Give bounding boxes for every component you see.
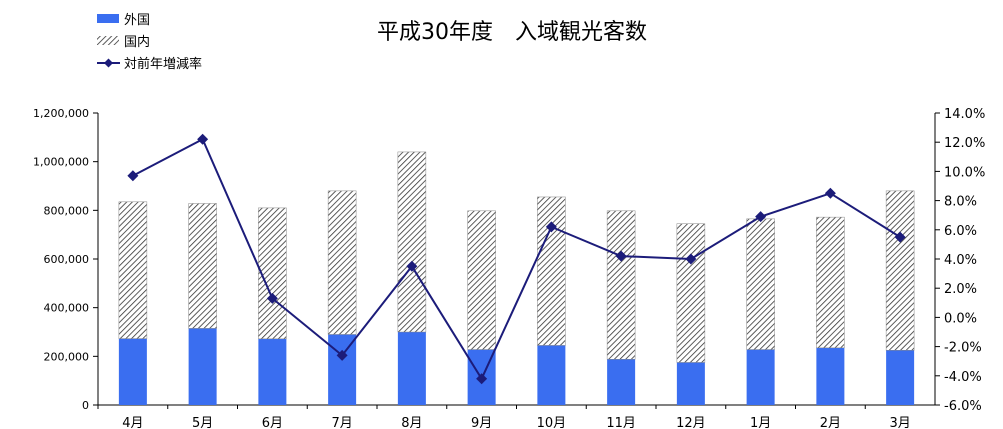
y-right-tick-label: 10.0% xyxy=(944,165,985,180)
bar-domestic xyxy=(118,201,148,339)
bar-foreign xyxy=(886,350,915,405)
y-left-tick-label: 0 xyxy=(82,399,89,412)
y-right-tick-label: -6.0% xyxy=(944,399,982,414)
bar-domestic xyxy=(885,190,915,351)
bar-foreign xyxy=(328,334,357,405)
growth-rate-point xyxy=(476,373,488,385)
growth-rate-point xyxy=(685,253,697,265)
x-tick-label: 3月 xyxy=(889,416,910,429)
growth-rate-point xyxy=(615,250,627,262)
legend-label-growth-rate: 対前年増減率 xyxy=(124,56,202,72)
growth-rate-point xyxy=(197,133,209,145)
bar-domestic xyxy=(676,223,706,363)
x-tick-label: 2月 xyxy=(820,416,841,429)
x-tick-label: 9月 xyxy=(471,416,492,429)
growth-rate-point xyxy=(336,349,348,361)
growth-rate-point xyxy=(266,292,278,304)
bar-domestic xyxy=(606,210,636,360)
y-left-tick-label: 600,000 xyxy=(44,253,90,266)
legend-label-domestic: 国内 xyxy=(124,34,150,50)
y-right-tick-label: -4.0% xyxy=(944,370,982,385)
y-right-tick-label: 2.0% xyxy=(944,282,977,297)
growth-rate-point xyxy=(545,221,557,233)
bar-foreign xyxy=(397,332,426,405)
bar-foreign xyxy=(676,362,705,405)
growth-rate-polyline xyxy=(132,137,901,381)
bar-domestic xyxy=(397,151,427,333)
legend-item-domestic: 国内 xyxy=(97,34,150,50)
x-tick-label: 8月 xyxy=(401,416,422,429)
bar-domestic xyxy=(258,207,287,340)
chart-title: 平成30年度 入域観光客数 xyxy=(377,20,647,45)
y-right-tick-label: 14.0% xyxy=(944,107,985,122)
bar-domestic xyxy=(327,190,357,335)
bar-domestic xyxy=(746,218,775,350)
y-right-tick-label: 0.0% xyxy=(944,311,977,326)
bar-domestic xyxy=(816,216,845,349)
y-right-tick-label: 8.0% xyxy=(944,195,977,210)
x-tick-label: 4月 xyxy=(122,416,143,429)
axes: 0 200,000 400,000 600,000 800,000 1,000,000 1,… xyxy=(33,107,985,429)
x-tick-label: 12月 xyxy=(676,416,706,429)
y-left-tick-label: 1,200,000 xyxy=(33,107,89,120)
y-left-tick-label: 200,000 xyxy=(44,350,90,363)
y-right-tick-label: 4.0% xyxy=(944,253,977,268)
bar-foreign xyxy=(258,338,287,405)
x-tick-label: 5月 xyxy=(192,416,213,429)
growth-rate-point xyxy=(127,170,139,182)
y-right-tick-label: -2.0% xyxy=(944,341,982,356)
x-tick-label: 10月 xyxy=(537,416,567,429)
bar-foreign xyxy=(746,349,775,405)
bar-foreign xyxy=(118,338,147,405)
y-right-tick-label: 12.0% xyxy=(944,136,985,151)
legend-item-growth-rate: 対前年増減率 xyxy=(97,56,202,72)
growth-rate-point xyxy=(824,187,836,199)
bar-foreign xyxy=(537,345,566,405)
legend-swatch-growth-marker xyxy=(104,58,113,68)
growth-rate-point xyxy=(755,211,767,223)
x-tick-label: 11月 xyxy=(606,416,636,429)
bar-foreign xyxy=(607,359,636,405)
legend-label-foreign: 外国 xyxy=(124,13,150,28)
y-left-tick-label: 800,000 xyxy=(44,204,90,217)
x-tick-label: 7月 xyxy=(331,416,352,429)
y-left-tick-label: 1,000,000 xyxy=(33,156,89,169)
legend-item-foreign: 外国 xyxy=(97,13,150,28)
bar-domestic xyxy=(188,203,217,329)
y-right-tick-label: 6.0% xyxy=(944,224,977,239)
bar-foreign xyxy=(188,328,217,405)
bar-domestic xyxy=(467,210,496,350)
legend: 外国 国内 対前年増減率 xyxy=(97,13,202,72)
x-tick-label: 1月 xyxy=(750,416,771,429)
legend-swatch-foreign xyxy=(97,14,119,23)
bar-foreign xyxy=(816,347,845,405)
bar-domestic xyxy=(537,196,566,346)
x-tick-label: 6月 xyxy=(262,416,283,429)
growth-rate-line xyxy=(127,133,906,385)
growth-rate-point xyxy=(894,231,906,243)
bars xyxy=(118,151,915,405)
y-left-tick-label: 400,000 xyxy=(44,302,90,315)
legend-swatch-domestic xyxy=(97,36,119,45)
growth-rate-point xyxy=(406,260,418,272)
